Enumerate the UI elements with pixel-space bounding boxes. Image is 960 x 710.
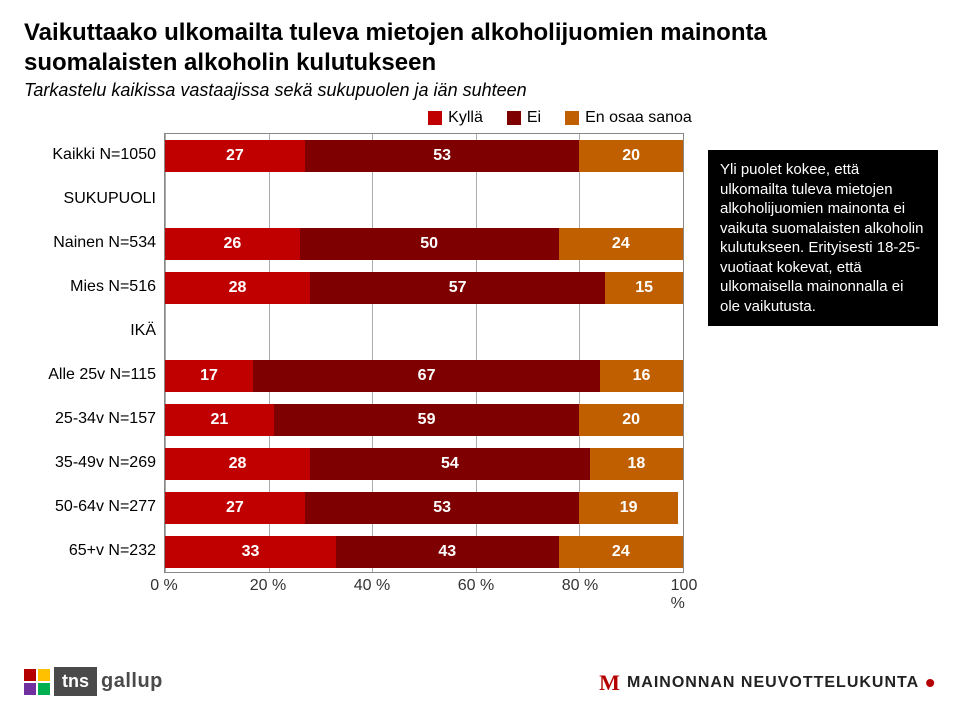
- legend-swatch: [565, 111, 579, 125]
- gridline: [683, 134, 684, 572]
- y-axis-labels: Kaikki N=1050SUKUPUOLINainen N=534Mies N…: [24, 133, 164, 573]
- legend-label: Ei: [527, 109, 541, 127]
- stacked-bar: 265024: [165, 228, 683, 260]
- mn-logo-m: M: [599, 670, 621, 696]
- stacked-bar: 285715: [165, 272, 683, 304]
- stacked-bar: 334324: [165, 536, 683, 568]
- legend-label: En osaa sanoa: [585, 109, 692, 127]
- category-label: Kaikki N=1050: [24, 133, 164, 177]
- bar-segment: 21: [165, 404, 274, 436]
- bar-segment: 15: [605, 272, 683, 304]
- tns-text-right: gallup: [101, 670, 163, 693]
- bar-row: 215920: [165, 398, 683, 442]
- logo-swatch: [24, 683, 36, 695]
- tns-text-left: tns: [54, 667, 97, 696]
- bar-segment: 26: [165, 228, 300, 260]
- logo-swatch: [38, 683, 50, 695]
- tns-swatches: [24, 669, 50, 695]
- legend-label: Kyllä: [448, 109, 483, 127]
- category-label: SUKUPUOLI: [24, 177, 164, 221]
- logo-swatch: [38, 669, 50, 681]
- bar-segment: 20: [579, 404, 683, 436]
- title-line-2: suomalaisten alkoholin kulutukseen: [24, 49, 436, 76]
- legend-item: Ei: [507, 109, 541, 127]
- category-label: 25-34v N=157: [24, 397, 164, 441]
- x-tick-label: 40 %: [354, 577, 390, 595]
- insight-note: Yli puolet kokee, että ulkomailta tuleva…: [708, 150, 938, 326]
- logo-swatch: [24, 669, 36, 681]
- title-line-1: Vaikuttaako ulkomailta tuleva mietojen a…: [24, 19, 767, 46]
- category-label: 50-64v N=277: [24, 485, 164, 529]
- bar-segment: 16: [600, 360, 683, 392]
- bar-segment: 27: [165, 492, 305, 524]
- bar-segment: 33: [165, 536, 336, 568]
- bar-segment: 67: [253, 360, 600, 392]
- x-tick-label: 20 %: [250, 577, 286, 595]
- bar-segment: 57: [310, 272, 605, 304]
- x-tick-label: 60 %: [458, 577, 494, 595]
- x-axis: 0 %20 %40 %60 %80 %100 %: [164, 573, 684, 597]
- chart-title: Vaikuttaako ulkomailta tuleva mietojen a…: [24, 18, 936, 78]
- x-tick-label: 100 %: [671, 577, 698, 613]
- category-label: Nainen N=534: [24, 221, 164, 265]
- bar-segment: 59: [274, 404, 580, 436]
- bar-row: [165, 178, 683, 222]
- bar-segment: 18: [590, 448, 683, 480]
- plot-area: 2753202650242857151767162159202854182753…: [164, 133, 684, 573]
- stacked-bar: 275320: [165, 140, 683, 172]
- legend-item: Kyllä: [428, 109, 483, 127]
- bar-row: [165, 310, 683, 354]
- bar-row: 285418: [165, 442, 683, 486]
- footer: tns gallup M MAINONNAN NEUVOTTELUKUNTA •: [24, 667, 936, 696]
- legend-swatch: [507, 111, 521, 125]
- category-label: 65+v N=232: [24, 529, 164, 573]
- bar-row: 265024: [165, 222, 683, 266]
- bar-row: 275320: [165, 134, 683, 178]
- chart-subtitle: Tarkastelu kaikissa vastaajissa sekä suk…: [24, 80, 936, 101]
- tns-gallup-logo: tns gallup: [24, 667, 163, 696]
- category-label: 35-49v N=269: [24, 441, 164, 485]
- bar-segment: 50: [300, 228, 559, 260]
- bar-row: 176716: [165, 354, 683, 398]
- mn-logo-text: MAINONNAN NEUVOTTELUKUNTA: [627, 674, 919, 692]
- bar-segment: 17: [165, 360, 253, 392]
- bar-segment: 24: [559, 536, 683, 568]
- category-label: IKÄ: [24, 309, 164, 353]
- category-label: Alle 25v N=115: [24, 353, 164, 397]
- stacked-bar: 285418: [165, 448, 683, 480]
- legend: Kyllä Ei En osaa sanoa: [184, 109, 936, 127]
- category-label: Mies N=516: [24, 265, 164, 309]
- bar-row: 334324: [165, 530, 683, 574]
- legend-swatch: [428, 111, 442, 125]
- stacked-bar: 275319: [165, 492, 683, 524]
- x-tick-label: 80 %: [562, 577, 598, 595]
- bar-row: 285715: [165, 266, 683, 310]
- x-tick-label: 0 %: [150, 577, 178, 595]
- stacked-bar: 215920: [165, 404, 683, 436]
- bar-segment: 19: [579, 492, 677, 524]
- mainonnan-logo: M MAINONNAN NEUVOTTELUKUNTA •: [599, 670, 936, 696]
- legend-item: En osaa sanoa: [565, 109, 692, 127]
- bar-segment: 43: [336, 536, 559, 568]
- bar-segment: 28: [165, 272, 310, 304]
- bar-segment: 20: [579, 140, 683, 172]
- stacked-bar: 176716: [165, 360, 683, 392]
- bar-segment: 27: [165, 140, 305, 172]
- bar-segment: 28: [165, 448, 310, 480]
- bar-segment: 53: [305, 140, 580, 172]
- bar-segment: 24: [559, 228, 683, 260]
- bar-segment: 54: [310, 448, 590, 480]
- bar-segment: 53: [305, 492, 580, 524]
- bar-row: 275319: [165, 486, 683, 530]
